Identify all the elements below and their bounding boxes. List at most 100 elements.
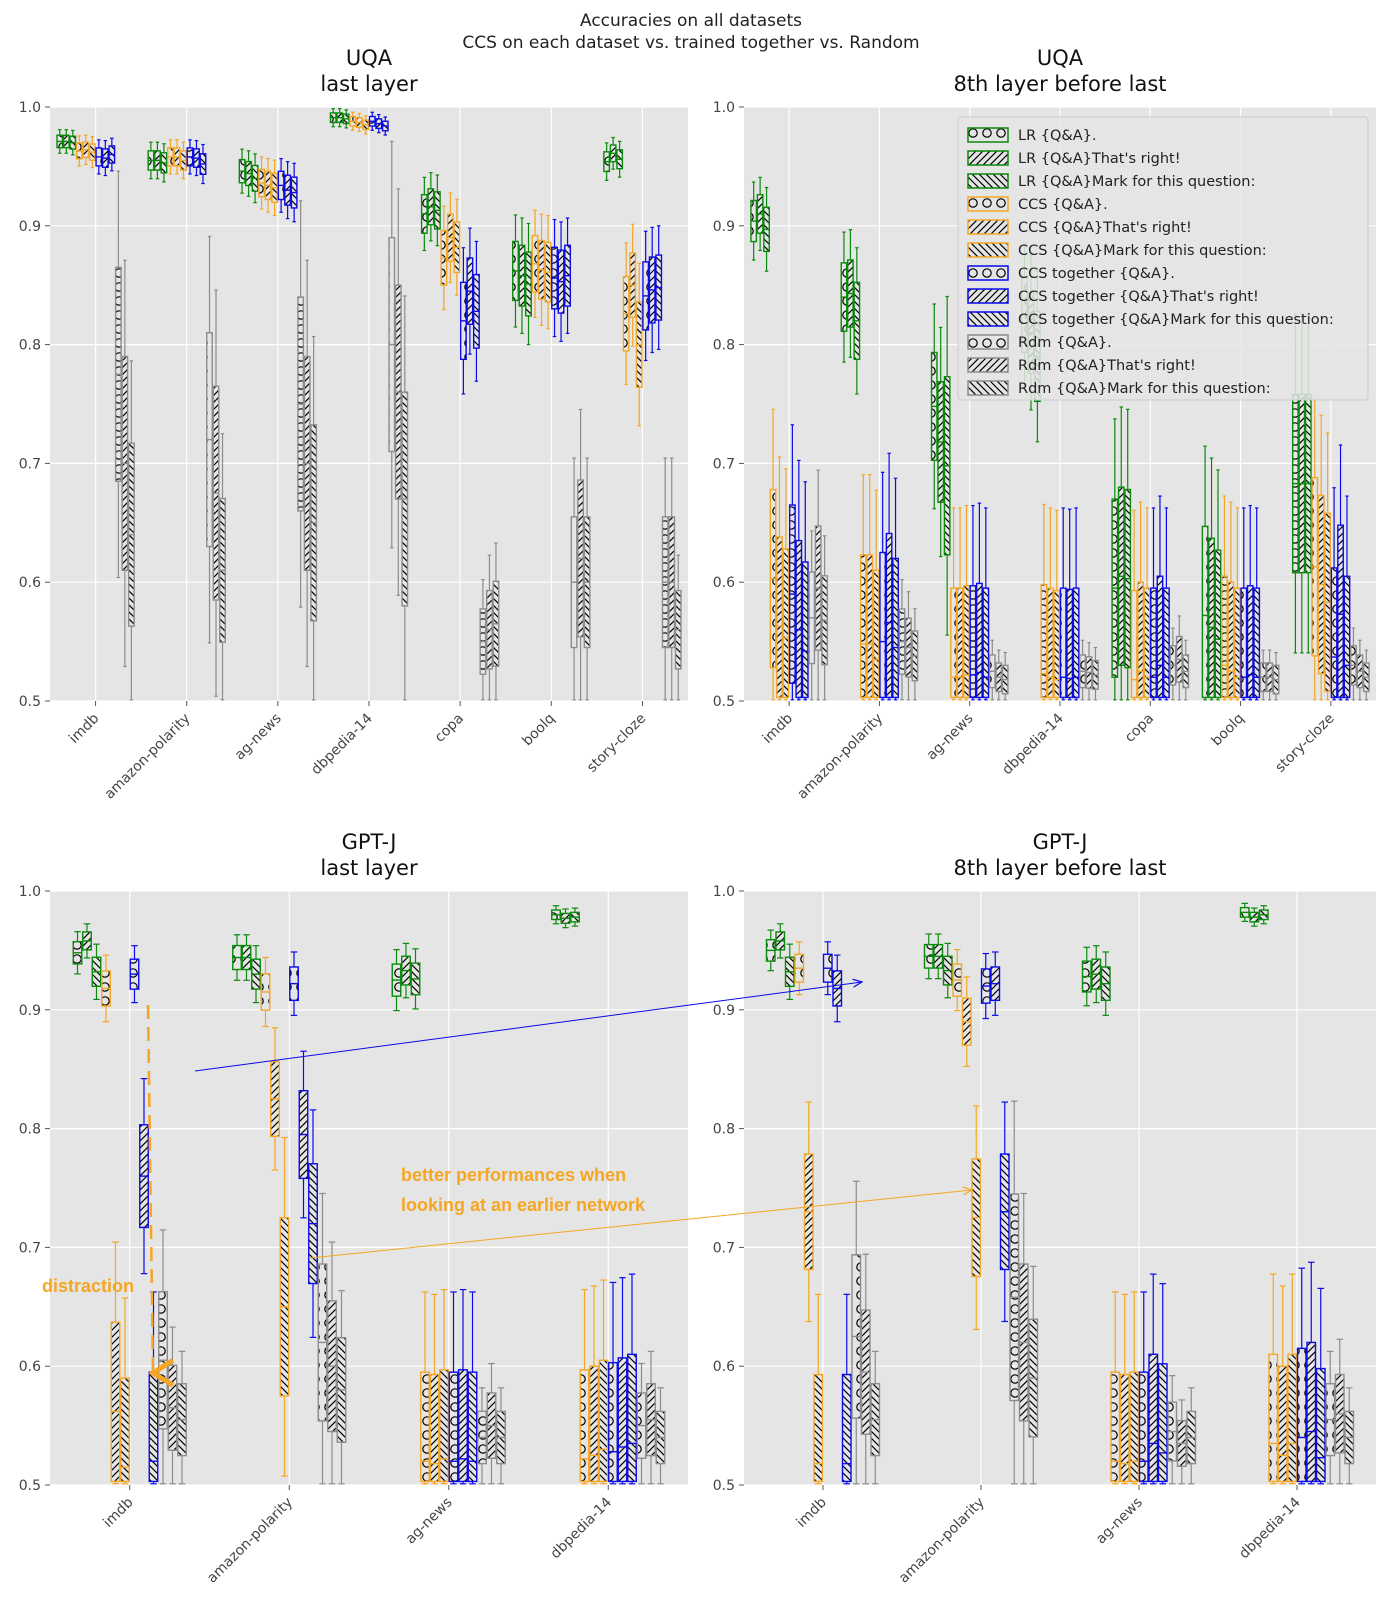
legend-label: CCS {Q&A}That's right! — [1018, 220, 1192, 236]
box-body — [963, 585, 970, 699]
box-ccs-back — [1233, 507, 1241, 701]
box-lr-fwd — [560, 908, 571, 929]
legend-swatch — [967, 173, 1009, 189]
box-lr-back — [943, 295, 951, 636]
legend-swatch — [967, 219, 1009, 235]
legend-entry: CCS {Q&A}. — [967, 196, 1108, 213]
box-ccs-fwd — [776, 456, 783, 701]
x-tick-label: amazon-polarity — [102, 711, 194, 803]
box-ccs-back — [963, 504, 970, 701]
box-body — [795, 539, 803, 699]
box-ccs-together-fwd — [832, 954, 843, 1023]
box-body — [1343, 575, 1351, 699]
x-tick-label: imdb — [100, 1494, 136, 1530]
box-body — [1208, 537, 1215, 699]
box-body — [969, 585, 977, 699]
box-body — [1268, 1353, 1279, 1483]
legend-entry: LR {Q&A}. — [967, 127, 1096, 144]
y-tick-label: 0.7 — [713, 456, 735, 472]
box-ccs-back — [1053, 509, 1061, 701]
box-lr-fwd — [62, 129, 70, 154]
box-ccs-circles — [1130, 509, 1138, 701]
box-ccs-together-back — [1157, 1283, 1168, 1485]
box-ccs-together-fwd — [557, 221, 565, 342]
box-rdm-circles — [1009, 1100, 1020, 1485]
panel-title-line1: GPT-J — [1033, 830, 1088, 854]
panel-1: 0.5 0.6 0.7 0.8 0.9 1.0 imdb amazon-polarity ag-… — [19, 46, 688, 802]
box-lr-circles — [1239, 902, 1250, 923]
y-tick-label: 0.7 — [19, 456, 41, 472]
box-ccs-back — [439, 1288, 449, 1485]
box-body — [458, 1369, 468, 1483]
box-ccs-back — [120, 1297, 130, 1485]
box-ccs-circles — [952, 949, 963, 1012]
box-body — [448, 1371, 459, 1483]
x-tick-label: amazon-polarity — [896, 1495, 988, 1587]
box-ccs-together-circles — [879, 471, 887, 701]
box-body — [879, 551, 887, 699]
better-label-line2: looking at an earlier network — [401, 1195, 646, 1215]
box-ccs-together-fwd — [1306, 1261, 1317, 1485]
box-ccs-together-back — [564, 217, 572, 334]
y-tick-label: 0.6 — [713, 575, 735, 591]
box-rdm-back — [401, 295, 409, 701]
box-body — [589, 1365, 599, 1483]
box-ccs-together-fwd — [139, 1078, 149, 1275]
box-lr-fwd — [756, 176, 764, 252]
box-body — [1221, 575, 1228, 699]
box-ccs-together-circles — [277, 157, 285, 213]
legend-swatch — [967, 311, 1009, 327]
box-ccs-together-fwd — [1337, 444, 1344, 701]
x-tick-label: story-cloze — [1272, 711, 1337, 776]
figure-title-line2: CCS on each dataset vs. trained together… — [462, 33, 919, 53]
box-ccs-fwd — [1227, 501, 1235, 701]
box-ccs-together-circles — [289, 951, 299, 1016]
legend-label: LR {Q&A}Mark for this question: — [1018, 174, 1255, 190]
box-lr-back — [1258, 905, 1269, 925]
box-rdm-circles — [1325, 1350, 1336, 1485]
box-lr-circles — [1111, 418, 1119, 701]
legend-entry: LR {Q&A}Mark for this question: — [967, 173, 1255, 190]
box-body — [782, 548, 790, 699]
box-body — [1330, 567, 1338, 699]
box-lr-back — [853, 247, 861, 395]
box-rdm-back — [655, 1387, 666, 1485]
box-lr-circles — [1201, 445, 1209, 701]
box-ccs-together-back — [1315, 1287, 1326, 1485]
box-ccs-circles — [101, 954, 111, 1023]
box-ccs-fwd — [1119, 1293, 1130, 1485]
legend-label: Rdm {Q&A}That's right! — [1018, 358, 1196, 374]
box-ccs-back — [279, 1136, 290, 1477]
box-body — [608, 1361, 618, 1483]
box-rdm-back — [674, 554, 682, 701]
box-rdm-back — [310, 335, 318, 701]
box-body — [598, 1359, 609, 1483]
box-rdm-circles — [388, 140, 396, 549]
box-body — [1157, 1363, 1168, 1483]
box-body — [1059, 587, 1067, 699]
y-tick-label: 0.8 — [19, 338, 41, 354]
box-rdm-fwd — [1356, 639, 1364, 701]
y-tick-label: 0.7 — [19, 1240, 41, 1256]
box-rdm-fwd — [303, 259, 311, 668]
box-lr-fwd — [933, 933, 944, 980]
box-ccs-back — [635, 262, 643, 427]
x-tick-label: story-cloze — [584, 711, 649, 776]
box-ccs-fwd — [1137, 501, 1145, 701]
box-rdm-fwd — [905, 591, 912, 701]
box-body — [1150, 587, 1157, 699]
box-ccs-circles — [1311, 396, 1319, 701]
box-lr-circles — [512, 214, 519, 328]
box-body — [1233, 587, 1241, 699]
box-rdm-back — [127, 360, 135, 701]
y-tick-label: 1.0 — [713, 884, 735, 900]
box-lr-circles — [930, 303, 938, 510]
x-tick-label: boolq — [1209, 711, 1248, 750]
legend-label: LR {Q&A}. — [1018, 128, 1096, 144]
box-rdm-circles — [297, 200, 305, 608]
box-lr-fwd — [1249, 907, 1260, 927]
x-tick-label: amazon-polarity — [794, 711, 886, 803]
x-tick-label: dbpedia-14 — [548, 1494, 616, 1562]
box-lr-back — [525, 222, 532, 346]
